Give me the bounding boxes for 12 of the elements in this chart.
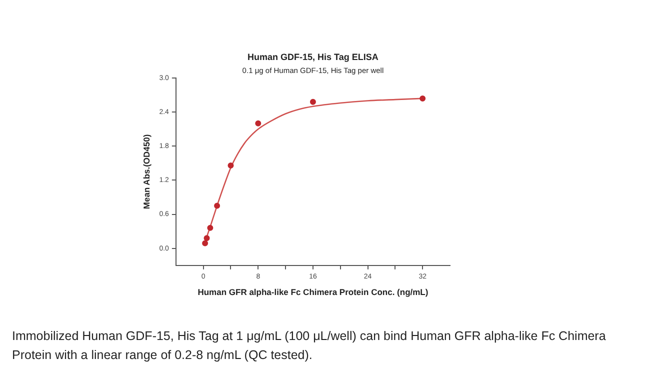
point	[214, 202, 220, 209]
chart-title: Human GDF-15, His Tag ELISA	[248, 52, 379, 62]
point	[204, 235, 210, 242]
point	[310, 98, 316, 105]
point	[420, 95, 426, 102]
x-axis-title: Human GFR alpha-like Fc Chimera Protein Conc. (ng/mL)	[198, 287, 428, 298]
point	[207, 224, 214, 231]
point	[202, 240, 208, 246]
point	[228, 162, 234, 168]
text: Immobilized Human GDF-15, His Tag at 1 μg/mL (100 μL/well) can bind Human GFR alpha-like Fc Chimera Protein with a linear range of 0.2-8 ng/mL (QC tested).	[12, 328, 607, 364]
y-axis-title: Mean Abs.(OD450)	[141, 134, 152, 210]
point	[255, 120, 262, 126]
